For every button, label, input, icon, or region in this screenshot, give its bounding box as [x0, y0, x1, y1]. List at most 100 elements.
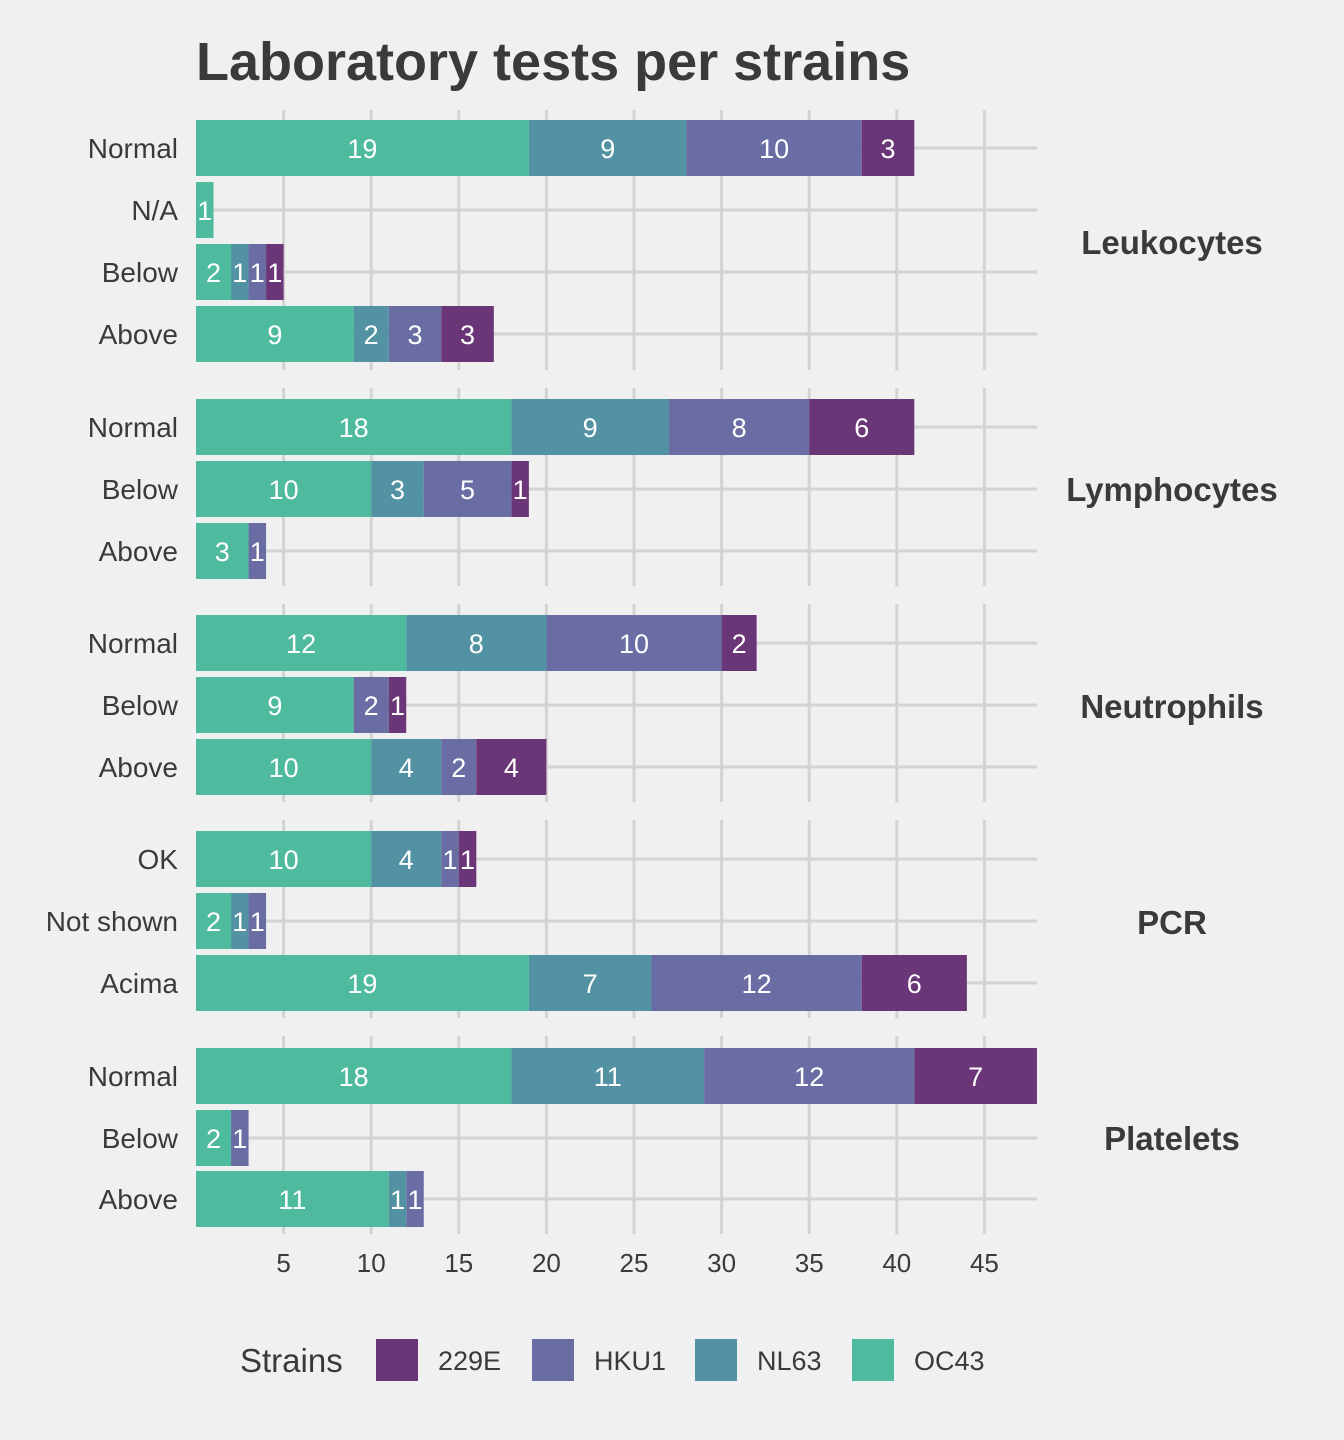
bar-segment-oc43: [196, 677, 354, 733]
bar-segment-nl63: [528, 955, 652, 1011]
bar-value-label: 10: [759, 134, 789, 164]
bar-segment-oc43: [196, 1110, 232, 1166]
bar-segment-229e: [861, 955, 967, 1011]
legend-swatch-hku1: [532, 1339, 574, 1381]
bar-value-label: 4: [399, 845, 414, 875]
category-label: Below: [102, 690, 179, 721]
bar-segment-229e: [388, 677, 407, 733]
bar-segment-oc43: [196, 615, 407, 671]
bar-value-label: 2: [451, 753, 466, 783]
legend-label: HKU1: [594, 1346, 666, 1376]
bar-value-label: 1: [232, 258, 247, 288]
bar-segment-229e: [809, 399, 915, 455]
bar-value-label: 1: [390, 691, 405, 721]
bar-segment-oc43: [196, 399, 512, 455]
bar-value-label: 19: [347, 134, 377, 164]
bar-value-label: 2: [364, 320, 379, 350]
bar-segment-oc43: [196, 461, 372, 517]
bar-value-label: 1: [390, 1185, 405, 1215]
bar-segment-hku1: [546, 615, 722, 671]
bar-value-label: 19: [347, 969, 377, 999]
bar-value-label: 1: [250, 907, 265, 937]
legend-title: Strains: [240, 1342, 343, 1379]
facet-label: Lymphocytes: [1066, 471, 1278, 508]
bar-value-label: 1: [232, 907, 247, 937]
category-label: Normal: [88, 1061, 178, 1092]
bar-segment-229e: [914, 1048, 1037, 1104]
bar-value-label: 7: [583, 969, 598, 999]
bar-value-label: 18: [339, 413, 369, 443]
bar-segment-nl63: [371, 831, 442, 887]
category-label: Not shown: [46, 906, 178, 937]
bar-segment-nl63: [406, 615, 547, 671]
bar-value-label: 1: [407, 1185, 422, 1215]
bar-value-label: 11: [278, 1185, 306, 1215]
x-axis-ticks: 5 10 15 20 25 30 35 40 45: [276, 1248, 998, 1278]
x-tick-label: 15: [444, 1248, 473, 1278]
bar-value-label: 6: [907, 969, 922, 999]
bar-segment-229e: [476, 739, 547, 795]
bar-value-label: 9: [267, 320, 282, 350]
bar-segment-hku1: [423, 461, 512, 517]
bar-segment-hku1: [248, 523, 267, 579]
bar-value-label: 9: [600, 134, 615, 164]
bar-value-label: 1: [250, 258, 265, 288]
bar-segment-hku1: [353, 677, 389, 733]
bar-value-label: 6: [854, 413, 869, 443]
bar-segment-nl63: [231, 244, 249, 300]
bar-segment-229e: [458, 831, 477, 887]
bar-value-label: 3: [390, 475, 405, 505]
bar-segment-229e: [511, 461, 529, 517]
bar-value-label: 12: [286, 629, 316, 659]
bar-value-label: 11: [594, 1062, 622, 1092]
bar-value-label: 5: [460, 475, 475, 505]
bar-value-label: 10: [619, 629, 649, 659]
x-tick-label: 25: [620, 1248, 649, 1278]
bar-value-label: 10: [269, 475, 299, 505]
bar-value-label: 1: [513, 475, 528, 505]
category-label: Normal: [88, 628, 178, 659]
bar-value-label: 18: [339, 1062, 369, 1092]
bar-value-label: 2: [732, 629, 747, 659]
bar-segment-229e: [266, 244, 284, 300]
x-tick-label: 20: [532, 1248, 561, 1278]
bar-segment-hku1: [441, 831, 459, 887]
bar-value-label: 10: [269, 753, 299, 783]
bar-segment-hku1: [248, 244, 267, 300]
value-labels: 19 9 10 312 1 1 19 2 3 318 9 8 610 3 5 13 112 8 10 29 2 110 4 2…: [197, 134, 983, 1215]
bar-value-label: 1: [460, 845, 475, 875]
category-label: Normal: [88, 133, 178, 164]
bar-segment-hku1: [231, 1110, 249, 1166]
facet-label: Platelets: [1104, 1120, 1240, 1157]
bar-value-label: 1: [267, 258, 282, 288]
facet-label: Neutrophils: [1080, 688, 1263, 725]
bar-segment-oc43: [196, 523, 249, 579]
legend-swatch-229e: [376, 1339, 418, 1381]
facet-label: PCR: [1137, 904, 1207, 941]
bar-segment-nl63: [388, 1171, 407, 1227]
bar-segment-oc43: [196, 182, 214, 238]
bar-segment-oc43: [196, 1048, 512, 1104]
bar-value-label: 1: [443, 845, 458, 875]
legend-label: OC43: [914, 1346, 985, 1376]
x-tick-label: 10: [357, 1248, 386, 1278]
bar-segment-oc43: [196, 739, 372, 795]
bar-segment-hku1: [669, 399, 810, 455]
bar-value-label: 3: [460, 320, 475, 350]
bar-value-label: 12: [742, 969, 772, 999]
bar-segment-nl63: [231, 893, 249, 949]
category-label: Below: [102, 1123, 179, 1154]
bar-value-label: 9: [267, 691, 282, 721]
bar-value-label: 7: [968, 1062, 983, 1092]
bar-segment-oc43: [196, 831, 372, 887]
legend-label: 229E: [438, 1346, 501, 1376]
bar-segment-nl63: [511, 1048, 705, 1104]
bar-segment-hku1: [248, 893, 267, 949]
bar-segment-hku1: [406, 1171, 424, 1227]
x-tick-label: 5: [276, 1248, 290, 1278]
x-tick-label: 40: [882, 1248, 911, 1278]
bar-segment-hku1: [686, 120, 862, 176]
legend-swatch-oc43: [852, 1339, 894, 1381]
bar-value-label: 2: [206, 258, 221, 288]
